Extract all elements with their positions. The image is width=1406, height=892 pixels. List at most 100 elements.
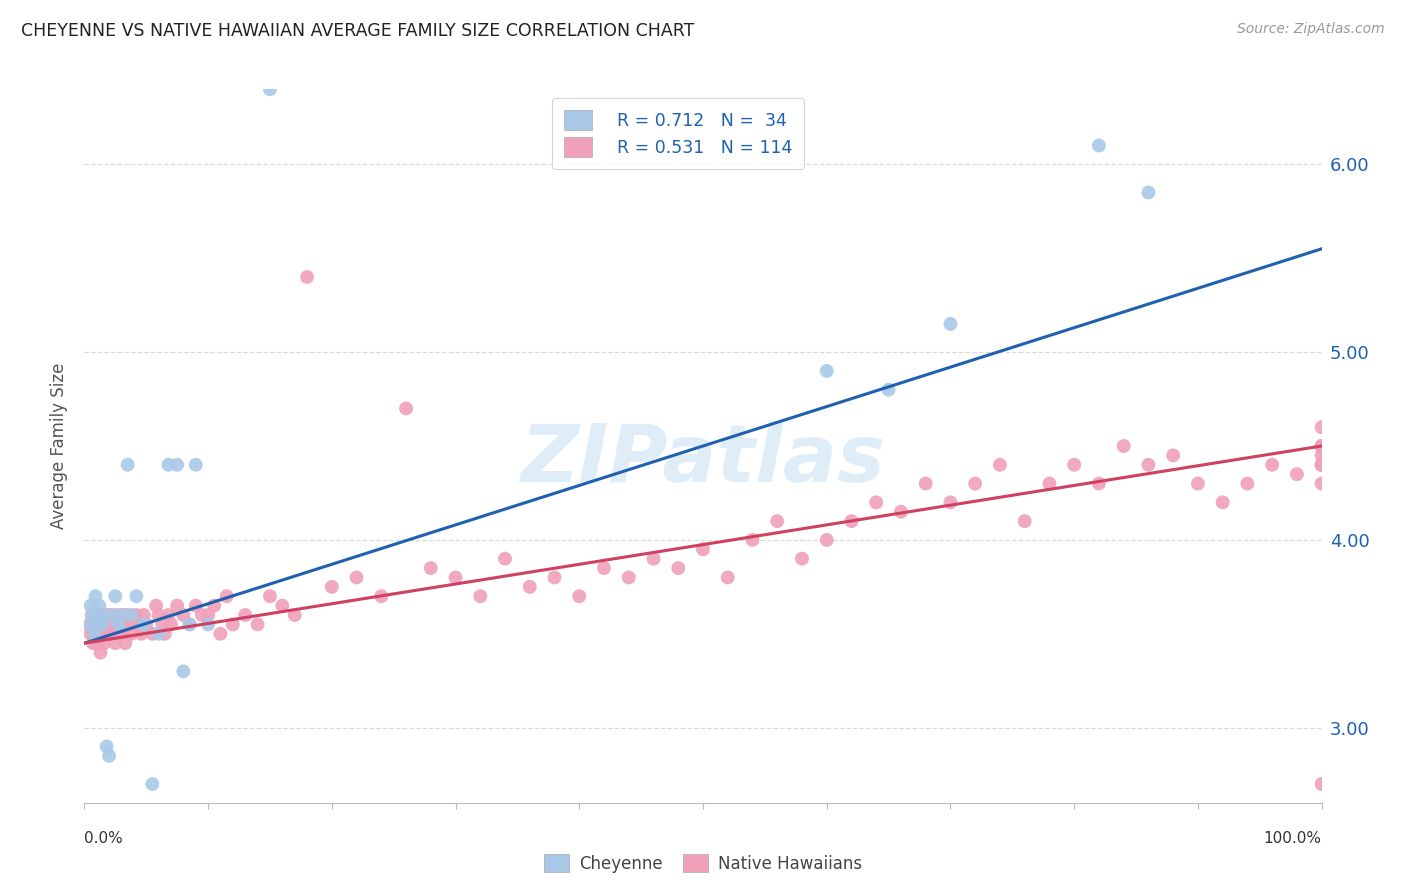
Point xyxy=(877,383,900,397)
Point xyxy=(125,589,148,603)
Point xyxy=(914,476,936,491)
Point xyxy=(965,476,987,491)
Text: Source: ZipAtlas.com: Source: ZipAtlas.com xyxy=(1237,22,1385,37)
Point xyxy=(100,607,122,622)
Point xyxy=(222,617,245,632)
Point xyxy=(815,533,838,547)
Point xyxy=(117,458,139,472)
Legend:   R = 0.712   N =  34,   R = 0.531   N = 114: R = 0.712 N = 34, R = 0.531 N = 114 xyxy=(553,98,804,169)
Point xyxy=(84,589,107,603)
Point xyxy=(1088,476,1111,491)
Point xyxy=(1310,439,1333,453)
Point xyxy=(1310,439,1333,453)
Point xyxy=(96,739,118,754)
Point xyxy=(295,270,318,285)
Point xyxy=(519,580,541,594)
Point xyxy=(98,627,121,641)
Point xyxy=(259,589,281,603)
Point xyxy=(80,607,103,622)
Point xyxy=(89,646,111,660)
Point xyxy=(82,607,104,622)
Point xyxy=(1236,476,1258,491)
Point xyxy=(766,514,789,528)
Point xyxy=(246,617,269,632)
Point xyxy=(89,607,111,622)
Point xyxy=(150,617,173,632)
Point xyxy=(1310,420,1333,434)
Point xyxy=(110,607,132,622)
Point xyxy=(91,617,114,632)
Point xyxy=(209,627,232,641)
Point xyxy=(1212,495,1234,509)
Point xyxy=(89,617,111,632)
Point xyxy=(104,636,127,650)
Point xyxy=(103,607,125,622)
Point xyxy=(122,617,145,632)
Point xyxy=(191,607,214,622)
Point xyxy=(135,617,157,632)
Point xyxy=(233,607,256,622)
Point xyxy=(346,570,368,584)
Point xyxy=(1187,476,1209,491)
Point xyxy=(100,617,122,632)
Point xyxy=(132,607,155,622)
Point xyxy=(865,495,887,509)
Point xyxy=(470,589,492,603)
Point xyxy=(741,533,763,547)
Point xyxy=(1310,476,1333,491)
Point xyxy=(1038,476,1060,491)
Point xyxy=(132,617,155,632)
Point xyxy=(1112,439,1135,453)
Point xyxy=(96,627,118,641)
Point xyxy=(110,617,132,632)
Point xyxy=(82,636,104,650)
Point xyxy=(141,627,163,641)
Point xyxy=(1285,467,1308,482)
Point xyxy=(129,627,152,641)
Point xyxy=(939,317,962,331)
Point xyxy=(939,495,962,509)
Point xyxy=(419,561,441,575)
Point xyxy=(90,607,112,622)
Point xyxy=(79,599,101,613)
Point xyxy=(104,589,127,603)
Point xyxy=(157,607,180,622)
Point xyxy=(86,627,108,641)
Point xyxy=(93,636,115,650)
Point xyxy=(179,617,201,632)
Point xyxy=(107,627,129,641)
Y-axis label: Average Family Size: Average Family Size xyxy=(51,363,69,529)
Point xyxy=(160,617,183,632)
Point xyxy=(166,599,188,613)
Point xyxy=(890,505,912,519)
Point xyxy=(1014,514,1036,528)
Point xyxy=(101,627,124,641)
Point xyxy=(1161,449,1184,463)
Point xyxy=(153,627,176,641)
Point xyxy=(179,617,201,632)
Point xyxy=(1310,458,1333,472)
Point xyxy=(370,589,392,603)
Point xyxy=(79,627,101,641)
Point xyxy=(215,589,238,603)
Point xyxy=(83,627,105,641)
Point xyxy=(157,458,180,472)
Point xyxy=(643,551,665,566)
Point xyxy=(1137,458,1160,472)
Point xyxy=(114,636,136,650)
Point xyxy=(120,627,142,641)
Point xyxy=(593,561,616,575)
Point xyxy=(841,514,863,528)
Text: CHEYENNE VS NATIVE HAWAIIAN AVERAGE FAMILY SIZE CORRELATION CHART: CHEYENNE VS NATIVE HAWAIIAN AVERAGE FAMI… xyxy=(21,22,695,40)
Point xyxy=(86,607,108,622)
Point xyxy=(259,82,281,96)
Point xyxy=(86,607,108,622)
Point xyxy=(86,617,108,632)
Point xyxy=(98,607,121,622)
Point xyxy=(1310,439,1333,453)
Point xyxy=(815,364,838,378)
Point xyxy=(1310,458,1333,472)
Text: ZIPatlas: ZIPatlas xyxy=(520,421,886,500)
Point xyxy=(125,607,148,622)
Point xyxy=(97,617,120,632)
